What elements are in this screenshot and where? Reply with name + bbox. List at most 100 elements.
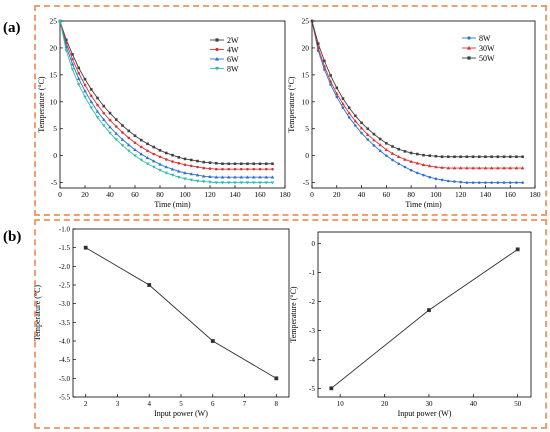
x-tick-label: 180 <box>279 190 291 199</box>
data-point <box>434 177 438 181</box>
data-point <box>384 147 389 152</box>
data-point <box>83 83 87 87</box>
series-0 <box>329 247 520 391</box>
data-point <box>446 155 450 159</box>
data-point <box>171 160 174 163</box>
data-point <box>214 181 219 185</box>
y-tick-label: 20 <box>302 43 310 52</box>
data-point <box>427 308 431 313</box>
data-point <box>372 138 376 142</box>
data-point <box>227 162 231 166</box>
data-point <box>471 166 475 170</box>
data-point <box>471 155 475 159</box>
data-point <box>71 53 74 56</box>
data-point <box>391 145 394 148</box>
data-point <box>114 138 119 142</box>
series-line <box>85 247 277 379</box>
data-point <box>508 155 512 159</box>
data-point <box>152 152 156 156</box>
data-point <box>396 154 401 159</box>
data-point <box>158 155 162 159</box>
data-point <box>459 180 462 184</box>
data-point <box>183 163 187 167</box>
data-point <box>471 181 475 184</box>
data-point <box>520 166 525 170</box>
data-point <box>214 175 219 179</box>
plot-frame <box>317 231 532 398</box>
data-point <box>102 111 106 115</box>
data-point <box>220 175 225 179</box>
data-point <box>465 166 469 170</box>
data-point <box>151 165 156 169</box>
x-tick-label: 100 <box>430 190 442 199</box>
data-point <box>202 160 206 164</box>
y-tick-label: -2 <box>309 298 315 306</box>
x-axis-label: Input power (W) <box>154 409 208 418</box>
data-point <box>477 181 481 184</box>
data-point <box>422 173 425 177</box>
y-axis-label: Temperature (°C) <box>287 76 296 133</box>
data-point <box>329 74 332 77</box>
x-tick-label: 120 <box>204 190 216 199</box>
data-point <box>353 119 358 123</box>
data-point <box>195 179 200 183</box>
data-point <box>245 175 250 179</box>
data-point <box>201 174 206 178</box>
data-point <box>164 158 168 161</box>
legend-marker <box>467 36 471 40</box>
data-point <box>354 124 357 127</box>
data-point <box>328 79 333 83</box>
data-point <box>360 121 363 125</box>
data-point <box>114 118 118 121</box>
data-point <box>245 181 250 185</box>
data-point <box>210 339 215 343</box>
data-point <box>378 149 382 153</box>
data-point <box>77 66 81 70</box>
data-point <box>170 173 175 177</box>
x-tick-label: 140 <box>229 190 241 199</box>
data-point <box>83 245 88 250</box>
data-point <box>323 59 326 63</box>
series-0 <box>83 245 279 381</box>
x-tick-label: 40 <box>106 190 114 199</box>
data-point <box>502 166 506 170</box>
data-point <box>108 125 112 129</box>
data-point <box>458 166 463 170</box>
data-point <box>515 155 518 159</box>
legend-label: 8W <box>227 65 239 74</box>
data-point <box>152 145 156 149</box>
x-tick-label: 20 <box>333 190 341 199</box>
data-point <box>490 181 493 184</box>
y-axis-label: Temperature (°C) <box>33 285 42 342</box>
legend-marker <box>215 38 219 42</box>
data-point <box>440 155 444 159</box>
legend-marker <box>214 56 220 61</box>
data-point <box>416 152 419 156</box>
data-point <box>347 111 351 115</box>
panel-a-label: (a) <box>3 20 21 36</box>
data-point <box>453 180 456 183</box>
data-point <box>89 94 93 98</box>
data-point <box>139 158 144 162</box>
y-tick-label: 25 <box>302 17 310 26</box>
data-point <box>252 162 256 166</box>
x-tick-label: 160 <box>505 190 517 199</box>
x-tick-label: 5 <box>179 400 183 408</box>
data-point <box>70 62 75 66</box>
data-point <box>508 166 513 170</box>
data-point <box>366 138 370 141</box>
x-tick-label: 80 <box>156 190 164 199</box>
data-point <box>329 386 334 391</box>
data-point <box>183 171 187 175</box>
data-point <box>251 175 256 179</box>
x-tick-label: 180 <box>529 190 541 199</box>
data-point <box>176 169 181 173</box>
data-point <box>208 180 212 184</box>
data-point <box>378 137 382 141</box>
series-6W <box>58 19 275 179</box>
x-tick-label: 2 <box>84 400 88 408</box>
x-tick-label: 100 <box>179 190 191 199</box>
data-point <box>147 283 152 287</box>
